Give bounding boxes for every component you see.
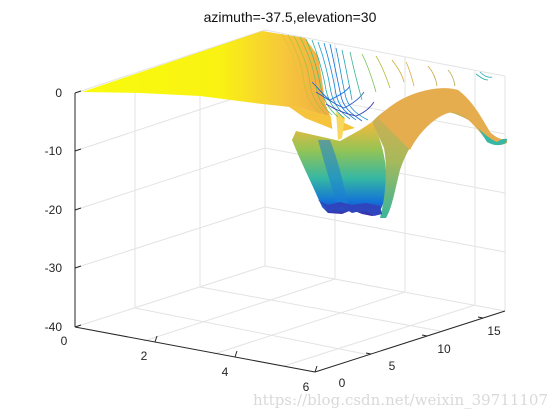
contour-line bbox=[475, 73, 489, 81]
floor-grid-y-5 bbox=[143, 278, 336, 342]
floor-grid-y-10 bbox=[213, 291, 406, 355]
surface-valley-shadow bbox=[318, 140, 348, 206]
z-tick-30 bbox=[74, 265, 82, 269]
contour-line bbox=[315, 91, 365, 109]
contour-lines bbox=[281, 33, 493, 122]
top-back-x bbox=[74, 29, 266, 94]
x-tick-6 bbox=[314, 365, 318, 373]
z-tick-10 bbox=[74, 148, 82, 152]
x-tick-2 bbox=[154, 335, 158, 343]
z-tick-40 bbox=[74, 324, 82, 328]
contour-line bbox=[311, 81, 351, 101]
y-axis-line bbox=[314, 310, 506, 373]
y-tick-label: 15 bbox=[487, 324, 501, 338]
contour-line bbox=[391, 59, 405, 83]
surface-mesh bbox=[82, 31, 507, 218]
grid-z-left-2 bbox=[74, 147, 266, 211]
floor-grid-x-4 bbox=[199, 286, 441, 332]
contour-line bbox=[317, 41, 351, 120]
axes-lines bbox=[74, 93, 506, 373]
z-tick-label: -30 bbox=[45, 261, 63, 275]
z-tick-0 bbox=[74, 90, 82, 94]
contour-line bbox=[293, 35, 327, 115]
top-back-y bbox=[264, 29, 506, 77]
chart-title: azimuth=-37.5,elevation=30 bbox=[204, 9, 377, 25]
contour-line bbox=[311, 39, 345, 119]
contour-line bbox=[341, 49, 353, 101]
x-axis-line bbox=[74, 326, 316, 373]
z-tick-label: -40 bbox=[45, 320, 63, 334]
y-tick-5 bbox=[365, 352, 372, 355]
x-tick-label: 6 bbox=[303, 380, 310, 394]
y-tick-label: 5 bbox=[389, 359, 396, 373]
y-tick-label: 0 bbox=[339, 376, 346, 390]
contour-line bbox=[361, 53, 377, 93]
z-tick-label: -10 bbox=[45, 144, 63, 158]
x-tick-label: 4 bbox=[222, 365, 229, 379]
contour-line bbox=[287, 34, 321, 114]
surface-notch-edge bbox=[336, 112, 345, 140]
tick-marks bbox=[74, 90, 484, 373]
floor-back-x bbox=[74, 265, 266, 328]
surface-right-tail bbox=[478, 128, 507, 146]
grid-z-right-3 bbox=[264, 206, 506, 253]
z-tick-label: -20 bbox=[45, 203, 63, 217]
contour-line bbox=[325, 101, 375, 117]
contour-line bbox=[281, 33, 315, 113]
surface-notch bbox=[330, 110, 340, 142]
contour-line bbox=[349, 51, 363, 101]
floor-grid-x-2 bbox=[134, 307, 371, 356]
watermark-text: https://blog.csdn.net/weixin_39711107 bbox=[253, 391, 548, 409]
y-tick-15 bbox=[477, 316, 484, 319]
grid-z-left-3 bbox=[74, 206, 266, 269]
contour-line bbox=[479, 71, 493, 78]
x-tick-label: 2 bbox=[141, 349, 148, 363]
z-tick-20 bbox=[74, 207, 82, 211]
floor-back-y bbox=[264, 265, 506, 312]
contour-line bbox=[305, 38, 339, 118]
surface-valley-bottom bbox=[318, 200, 382, 216]
contour-line bbox=[447, 69, 456, 87]
contour-line bbox=[375, 55, 391, 89]
contour-line bbox=[427, 65, 438, 87]
surface-right-hump bbox=[378, 88, 507, 150]
contour-line bbox=[405, 61, 415, 87]
y-tick-10 bbox=[421, 334, 428, 337]
x-tick-4 bbox=[234, 350, 238, 358]
z-tick-label: 0 bbox=[55, 86, 62, 100]
x-tick-label: 0 bbox=[61, 334, 68, 348]
contour-line bbox=[335, 47, 369, 121]
y-tick-label: 10 bbox=[437, 342, 451, 356]
floor-grid-y-15 bbox=[283, 304, 476, 367]
surface-plateau bbox=[82, 31, 333, 122]
